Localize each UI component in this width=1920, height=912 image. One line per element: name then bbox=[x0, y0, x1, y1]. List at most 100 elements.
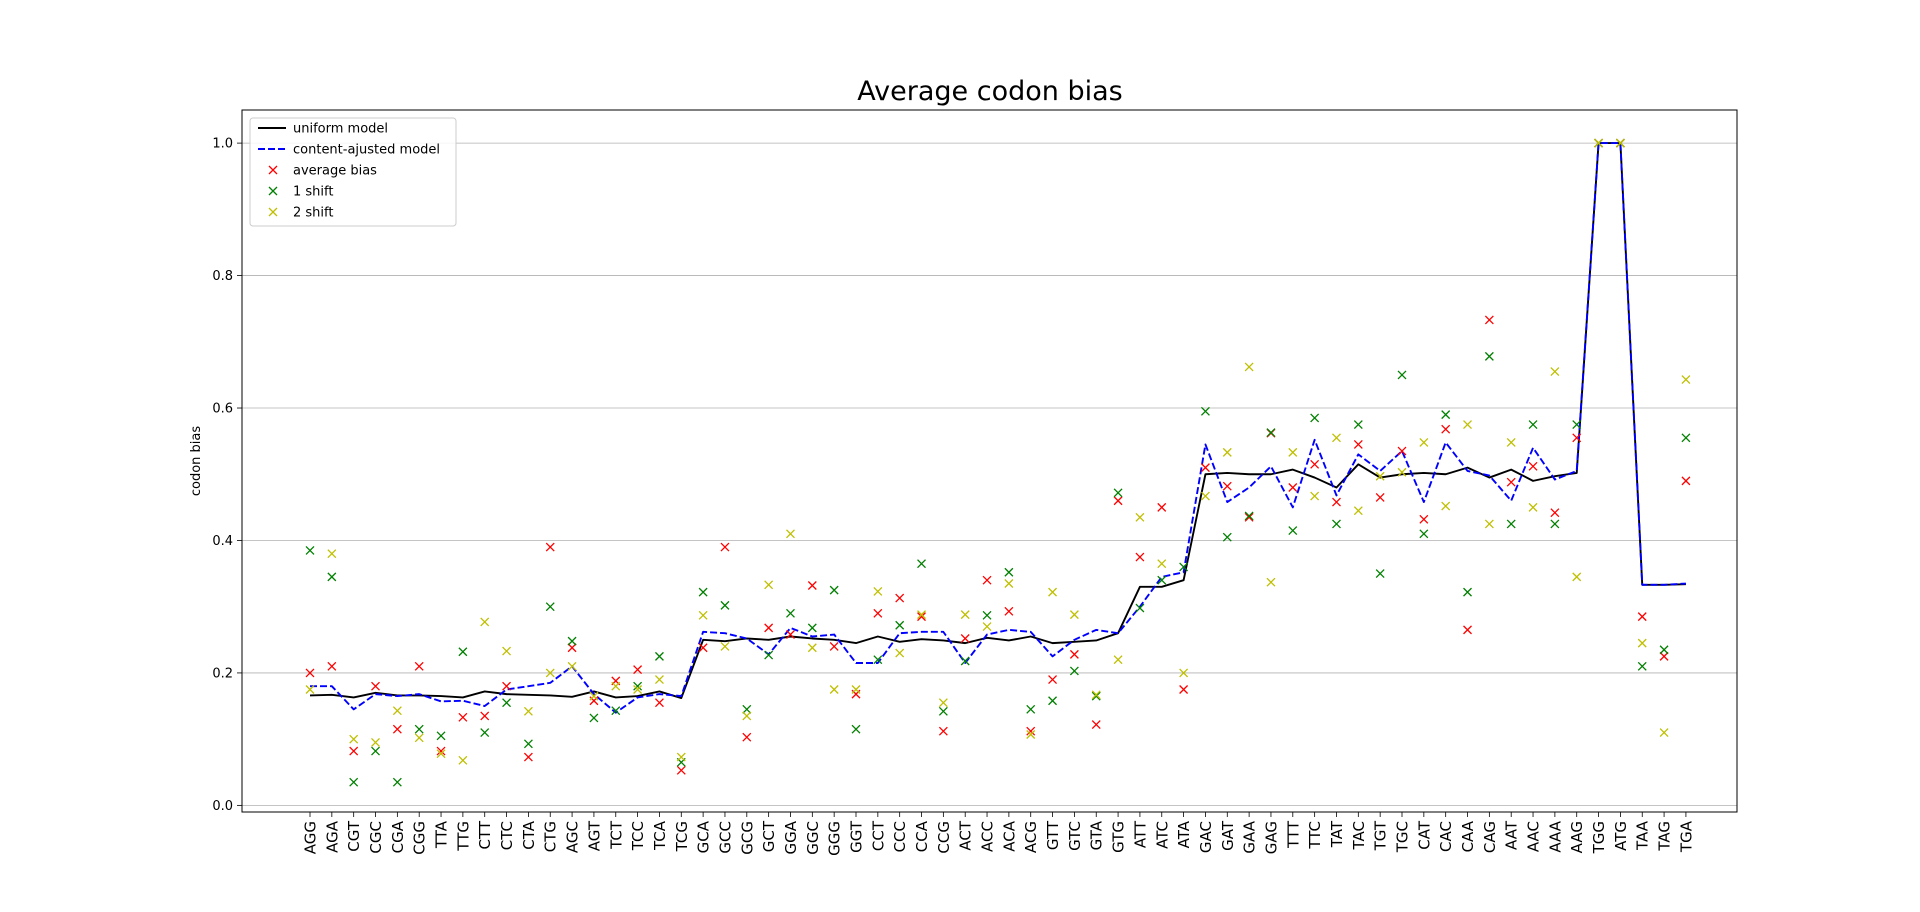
data-point-marker bbox=[829, 685, 839, 694]
data-point-marker bbox=[938, 698, 948, 708]
data-point-marker bbox=[698, 643, 708, 653]
x-tick-label: ACC bbox=[979, 821, 997, 852]
data-point-marker bbox=[1594, 138, 1604, 148]
legend-label: uniform model bbox=[293, 122, 388, 137]
x-tick-label: TAG bbox=[1656, 821, 1674, 852]
data-point-marker bbox=[1419, 529, 1429, 539]
data-point-marker bbox=[1222, 447, 1232, 457]
data-point-marker bbox=[938, 726, 948, 736]
data-point-marker bbox=[1157, 502, 1167, 512]
data-point-marker bbox=[698, 587, 708, 597]
x-tick-label: CGC bbox=[367, 821, 385, 854]
x-tick-label: CCA bbox=[913, 820, 931, 852]
data-point-marker bbox=[1135, 603, 1145, 613]
data-point-marker bbox=[1026, 704, 1036, 714]
x-tick-label: TAA bbox=[1634, 820, 1652, 851]
data-point-marker bbox=[1375, 569, 1385, 579]
x-tick-label: TTT bbox=[1284, 820, 1302, 849]
data-point-marker bbox=[1157, 575, 1167, 585]
data-point-marker bbox=[1353, 439, 1363, 449]
x-tick-label: CTA bbox=[520, 820, 538, 849]
data-point-marker bbox=[1310, 413, 1320, 423]
x-tick-label: ACT bbox=[957, 820, 975, 850]
x-tick-label: AAG bbox=[1568, 821, 1586, 853]
x-tick-label: GGT bbox=[848, 820, 866, 853]
data-point-marker bbox=[1179, 668, 1189, 678]
x-tick-label: TCA bbox=[651, 820, 669, 851]
x-tick-label: AAC bbox=[1525, 821, 1543, 852]
data-point-marker bbox=[545, 542, 555, 552]
x-tick-label: GTC bbox=[1066, 821, 1084, 851]
series-line-0 bbox=[309, 142, 1686, 700]
x-tick-label: GGA bbox=[782, 820, 800, 854]
data-point-marker bbox=[1266, 428, 1276, 437]
data-point-marker bbox=[829, 641, 839, 651]
data-point-marker bbox=[960, 656, 970, 666]
data-point-marker bbox=[873, 587, 883, 596]
data-point-marker bbox=[567, 661, 577, 671]
data-point-marker bbox=[1113, 496, 1123, 506]
data-point-marker bbox=[1069, 610, 1079, 620]
data-point-marker bbox=[1550, 367, 1560, 377]
data-point-marker bbox=[1048, 675, 1058, 685]
data-point-marker bbox=[392, 724, 402, 734]
x-tick-label: TCT bbox=[607, 820, 625, 850]
data-point-marker bbox=[1048, 587, 1058, 597]
y-tick-label: 1.0 bbox=[212, 137, 233, 152]
x-tick-label: CAC bbox=[1437, 821, 1455, 852]
data-point-marker bbox=[654, 675, 664, 685]
data-point-marker bbox=[327, 661, 337, 671]
data-point-marker bbox=[371, 681, 380, 691]
x-tick-label: ATA bbox=[1175, 820, 1193, 848]
data-point-marker bbox=[502, 681, 512, 691]
data-point-marker bbox=[1310, 491, 1320, 501]
x-tick-label: GAC bbox=[1197, 821, 1215, 853]
data-point-marker bbox=[1069, 666, 1079, 676]
data-point-marker bbox=[1353, 506, 1363, 516]
data-point-marker bbox=[436, 731, 446, 741]
data-point-marker bbox=[676, 765, 686, 775]
legend-label: 2 shift bbox=[293, 206, 333, 221]
series-line-1 bbox=[310, 142, 1686, 714]
x-tick-label: AAT bbox=[1503, 820, 1521, 850]
data-point-marker bbox=[1659, 651, 1669, 661]
x-tick-label: ATC bbox=[1153, 821, 1171, 849]
data-point-marker bbox=[807, 623, 817, 633]
x-tick-label: GCG bbox=[738, 821, 756, 855]
data-point-marker bbox=[349, 746, 359, 756]
data-point-marker bbox=[1441, 424, 1451, 434]
data-point-marker bbox=[786, 608, 795, 618]
data-point-marker bbox=[1332, 497, 1341, 507]
x-tick-label: GAA bbox=[1241, 820, 1259, 853]
data-point-marker bbox=[1026, 726, 1036, 736]
data-point-marker bbox=[1113, 488, 1123, 498]
data-point-marker bbox=[1179, 562, 1189, 572]
data-point-marker bbox=[676, 752, 686, 762]
x-tick-label: CTG bbox=[542, 821, 560, 852]
data-point-marker bbox=[1200, 406, 1210, 416]
x-tick-label: AAA bbox=[1546, 820, 1564, 852]
x-tick-label: TTG bbox=[454, 821, 472, 852]
data-point-marker bbox=[1419, 437, 1429, 447]
x-tick-label: TTA bbox=[433, 820, 451, 849]
data-point-marker bbox=[1572, 572, 1582, 582]
data-point-marker bbox=[392, 777, 402, 787]
data-point-marker bbox=[1441, 410, 1451, 420]
legend-label: content-ajusted model bbox=[293, 143, 440, 158]
x-tick-label: ACA bbox=[1000, 820, 1018, 851]
data-point-marker bbox=[807, 643, 817, 653]
x-tick-label: GTG bbox=[1110, 821, 1128, 853]
plot-frame bbox=[241, 109, 1738, 813]
chart-title: Average codon bias bbox=[857, 76, 1122, 107]
data-point-marker bbox=[1375, 492, 1385, 502]
data-point-marker bbox=[1463, 625, 1472, 635]
data-point-marker bbox=[1026, 730, 1036, 739]
x-tick-label: GGG bbox=[826, 821, 844, 856]
data-point-marker bbox=[589, 713, 599, 723]
series-layer bbox=[305, 138, 1691, 787]
data-point-marker bbox=[1288, 447, 1298, 457]
data-point-marker bbox=[414, 661, 424, 671]
legend-label: 1 shift bbox=[293, 185, 333, 200]
x-tick-label: TAC bbox=[1350, 821, 1368, 850]
